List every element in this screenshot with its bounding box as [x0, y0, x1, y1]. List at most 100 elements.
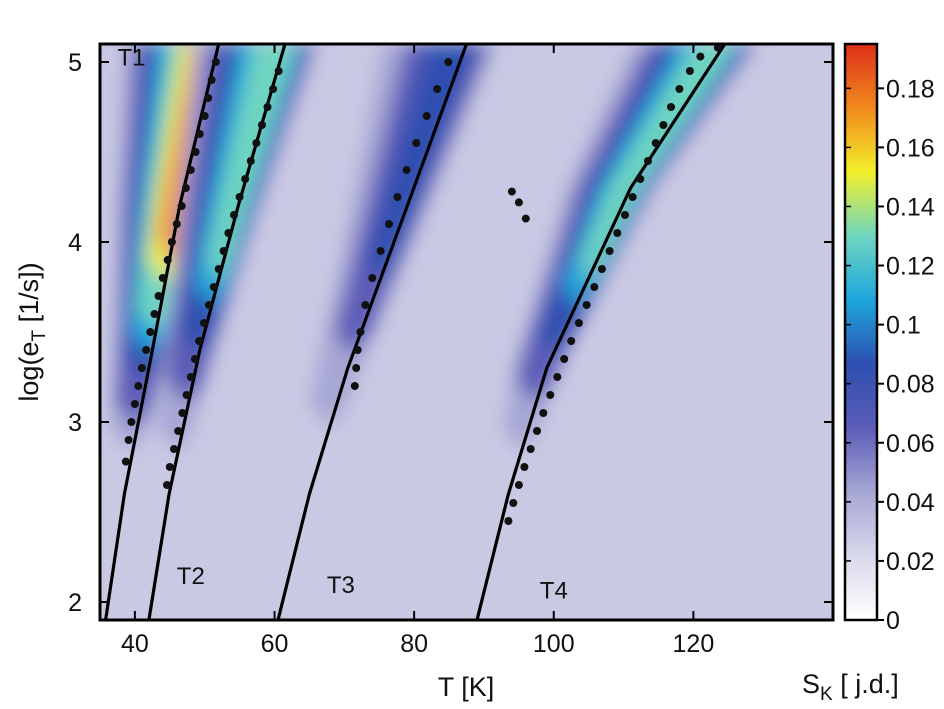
- data-point: [195, 130, 204, 138]
- data-point: [142, 346, 151, 354]
- data-point: [567, 337, 576, 345]
- x-tick-label: 100: [533, 630, 575, 658]
- data-point: [172, 220, 181, 228]
- colorbar: 0 0.02 0.04 0.06 0.08 0.1 0.12 0.14 0.16 0.18 SK …: [802, 42, 935, 705]
- data-point: [246, 157, 255, 165]
- data-point: [167, 238, 176, 246]
- data-point: [130, 400, 139, 408]
- data-point: [214, 265, 223, 273]
- data-point: [520, 463, 529, 471]
- colorbar-tick-label: 0.06: [886, 430, 935, 458]
- data-point: [393, 193, 402, 201]
- data-point: [230, 211, 238, 219]
- data-point: [675, 85, 684, 93]
- data-point: [402, 166, 411, 174]
- curve-label-t3: T3: [327, 572, 355, 599]
- heat-band: [105, 44, 245, 620]
- colorbar-tick-label: 0.02: [886, 548, 935, 576]
- colorbar-gradient: [843, 42, 879, 622]
- curve-label-t4: T4: [540, 577, 568, 604]
- data-point: [200, 319, 208, 327]
- curve-label-t2: T2: [177, 563, 205, 590]
- fit-line-t4: [475, 44, 727, 620]
- colorbar-tick-label: 0.16: [886, 134, 935, 162]
- data-point: [376, 247, 385, 255]
- data-point: [521, 214, 530, 223]
- data-point: [539, 409, 548, 417]
- data-point: [146, 328, 155, 336]
- data-point: [533, 427, 541, 435]
- data-point: [514, 481, 523, 489]
- y-axis-label-main: log(e: [14, 342, 44, 402]
- data-point: [211, 58, 220, 66]
- data-point: [385, 220, 393, 228]
- data-point: [186, 166, 195, 174]
- plot-frame: [98, 42, 835, 622]
- colorbar-label-main: S: [802, 669, 820, 699]
- data-point: [235, 193, 244, 201]
- x-tick-label: 40: [121, 630, 149, 658]
- data-point: [200, 112, 209, 120]
- data-point: [207, 76, 216, 84]
- data-point: [353, 346, 362, 354]
- y-tick-label: 5: [68, 49, 82, 77]
- data-point: [546, 391, 555, 399]
- colorbar-tick-label: 0: [886, 607, 900, 635]
- y-axis-label: log(eT [1/s]): [14, 262, 50, 401]
- data-point: [121, 457, 130, 466]
- data-point: [127, 418, 136, 426]
- colorbar-tick-label: 0.04: [886, 489, 935, 517]
- heat-band: [477, 44, 747, 620]
- data-point: [174, 427, 183, 435]
- data-point: [178, 409, 187, 417]
- data-point: [560, 355, 569, 363]
- data-point: [644, 157, 652, 165]
- colorbar-label: SK [ j.d.]: [802, 669, 899, 705]
- data-point: [274, 67, 283, 75]
- colorbar-tick-label: 0.12: [886, 253, 935, 281]
- data-point: [509, 499, 518, 507]
- data-point: [137, 364, 146, 372]
- data-point: [356, 328, 365, 336]
- data-point: [181, 184, 190, 192]
- y-axis-label-sub: T: [29, 330, 50, 342]
- data-point: [352, 364, 361, 372]
- data-point: [605, 247, 614, 255]
- x-axis-label: T [K]: [438, 672, 495, 702]
- y-tick-label: 2: [68, 589, 82, 617]
- colorbar-label-tail: [ j.d.]: [833, 669, 899, 699]
- curve-label-t1: T1: [118, 45, 146, 72]
- data-point: [507, 187, 516, 196]
- data-point: [204, 301, 213, 309]
- colorbar-tick-label: 0.14: [886, 193, 935, 221]
- data-point: [165, 463, 174, 471]
- fit-line-t3: [276, 44, 469, 620]
- data-point: [191, 148, 200, 156]
- heat-band: [278, 44, 489, 620]
- data-point: [258, 121, 266, 129]
- colorbar-tick-label: 0.18: [886, 75, 935, 103]
- data-point: [651, 139, 660, 147]
- data-point: [433, 85, 442, 93]
- data-point: [163, 256, 172, 264]
- data-point: [154, 292, 163, 300]
- y-tick-label: 3: [68, 409, 82, 437]
- colorbar-tick-label: 0.1: [886, 312, 921, 340]
- data-point: [350, 382, 359, 390]
- data-point: [504, 517, 513, 525]
- data-point: [597, 265, 606, 273]
- data-point: [150, 310, 159, 318]
- data-point: [667, 103, 675, 111]
- data-point: [368, 274, 377, 282]
- y-axis-label-tail: [1/s]): [14, 262, 44, 330]
- data-point: [636, 175, 645, 183]
- y-tick-label: 4: [68, 229, 82, 257]
- data-point: [170, 445, 178, 453]
- data-point: [526, 445, 535, 453]
- x-axis: 40 60 80 100 120: [121, 44, 714, 658]
- data-point: [553, 373, 562, 381]
- data-point: [186, 373, 195, 381]
- x-tick-label: 60: [261, 630, 289, 658]
- data-point: [444, 58, 453, 66]
